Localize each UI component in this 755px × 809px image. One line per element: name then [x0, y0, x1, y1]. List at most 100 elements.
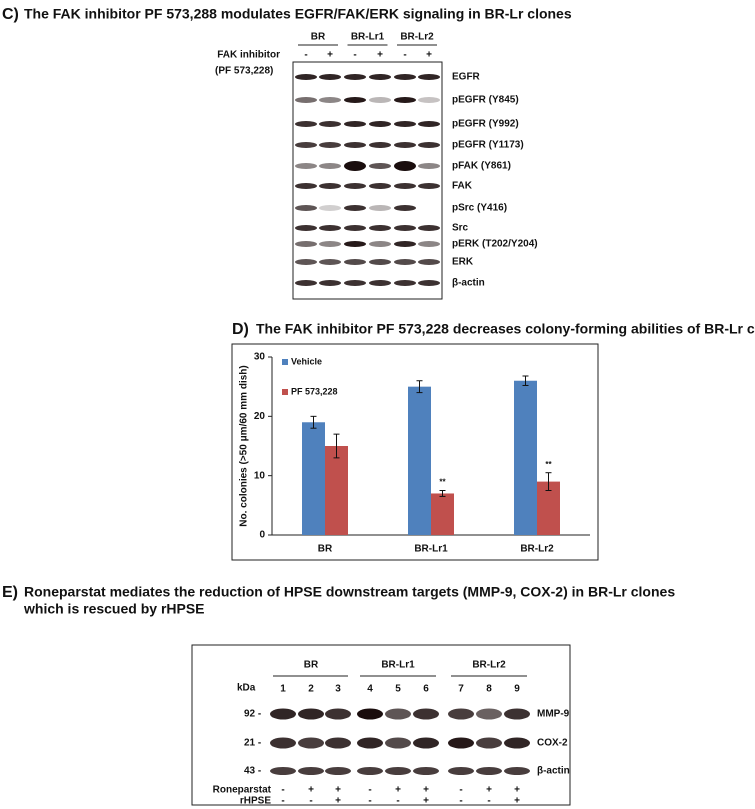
blot-band [385, 737, 411, 749]
group-label: BR-Lr2 [400, 32, 434, 43]
protein-label: pERK (T202/Y204) [452, 239, 538, 250]
blot-band [344, 161, 366, 171]
blot-band [270, 737, 296, 749]
chart-frame [231, 343, 599, 561]
blot-band [295, 205, 317, 211]
bar [537, 481, 560, 535]
treatment-sign: - [281, 785, 284, 796]
blot-band [298, 767, 324, 775]
blot-band [504, 767, 530, 775]
blot-band [418, 225, 440, 231]
blot-band [344, 74, 366, 80]
blot-band [418, 241, 440, 247]
treatment-sign: + [514, 785, 520, 796]
lane-number: 3 [335, 684, 341, 695]
blot-band [319, 74, 341, 80]
blot-band [504, 737, 530, 749]
protein-label: ERK [452, 257, 474, 268]
blot-band [418, 97, 440, 103]
treatment-sign: - [396, 796, 399, 807]
blot-band [448, 737, 474, 749]
blot-band [319, 259, 341, 265]
blot-band [319, 97, 341, 103]
blot-band [270, 708, 296, 720]
protein-label: pSrc (Y416) [452, 203, 507, 214]
panel-title: The FAK inhibitor PF 573,228 decreases c… [256, 321, 755, 337]
blot-band [413, 767, 439, 775]
protein-label: MMP-9 [537, 709, 570, 720]
treatment-sign: - [368, 796, 371, 807]
blot-band [418, 142, 440, 148]
blot-band [413, 737, 439, 749]
blot-band [369, 259, 391, 265]
marker-label: 92 - [244, 709, 261, 720]
panel-label: D) [232, 321, 249, 338]
treatment-sign: + [486, 785, 492, 796]
lane-number: 7 [458, 684, 464, 695]
bar [325, 446, 348, 535]
blot-band [369, 225, 391, 231]
panel-title: Roneparstat mediates the reduction of HP… [24, 584, 675, 600]
lane-number: 9 [514, 684, 520, 695]
lane-number: 6 [423, 684, 429, 695]
blot-band [295, 183, 317, 189]
lane-number: 1 [280, 684, 286, 695]
blot-band [476, 708, 502, 720]
blot-band [369, 280, 391, 286]
blot-band [319, 205, 341, 211]
y-axis-label: No. colonies (>50 μm/60 mm dish) [239, 365, 250, 526]
blot-band [369, 97, 391, 103]
treatment-sign: - [487, 796, 490, 807]
blot-band [344, 97, 366, 103]
lane-number: 2 [308, 684, 314, 695]
blot-band [394, 74, 416, 80]
blot-band [295, 97, 317, 103]
treatment-note: (PF 573,228) [215, 66, 273, 77]
blot-band [418, 74, 440, 80]
y-tick-label: 30 [254, 352, 266, 363]
blot-band [295, 241, 317, 247]
blot-band [319, 241, 341, 247]
lane-number: 5 [395, 684, 401, 695]
blot-band [394, 280, 416, 286]
panel-title: which is rescued by rHPSE [23, 601, 205, 617]
blot-band [394, 121, 416, 127]
blot-band [448, 708, 474, 720]
x-tick-label: BR [318, 544, 333, 555]
blot-band [295, 259, 317, 265]
blot-band [418, 259, 440, 265]
blot-band [418, 121, 440, 127]
blot-band [394, 205, 416, 211]
protein-label: pEGFR (Y992) [452, 119, 519, 130]
blot-band [369, 205, 391, 211]
treatment-sign: + [514, 796, 520, 807]
blot-band [295, 142, 317, 148]
group-label: BR-Lr1 [381, 660, 415, 671]
treatment-sign: - [459, 785, 462, 796]
treatment-sign: + [335, 785, 341, 796]
blot-band [344, 183, 366, 189]
blot-band [394, 142, 416, 148]
blot-band [476, 737, 502, 749]
treatment-label: rHPSE [240, 796, 271, 807]
blot-band [413, 708, 439, 720]
blot-band [344, 142, 366, 148]
significance-mark: ** [439, 478, 446, 487]
protein-label: pEGFR (Y845) [452, 95, 519, 106]
panel-label: E) [2, 584, 18, 601]
blot-band [344, 241, 366, 247]
blot-band [385, 708, 411, 720]
blot-frame [292, 61, 443, 300]
blot-band [369, 183, 391, 189]
treatment-sign: + [308, 785, 314, 796]
blot-band [418, 183, 440, 189]
blot-band [295, 225, 317, 231]
blot-band [298, 708, 324, 720]
group-label: BR-Lr2 [472, 660, 506, 671]
blot-band [394, 161, 416, 171]
blot-band [295, 121, 317, 127]
blot-band [319, 225, 341, 231]
marker-label: 43 - [244, 766, 261, 777]
lane-number: 4 [367, 684, 373, 695]
